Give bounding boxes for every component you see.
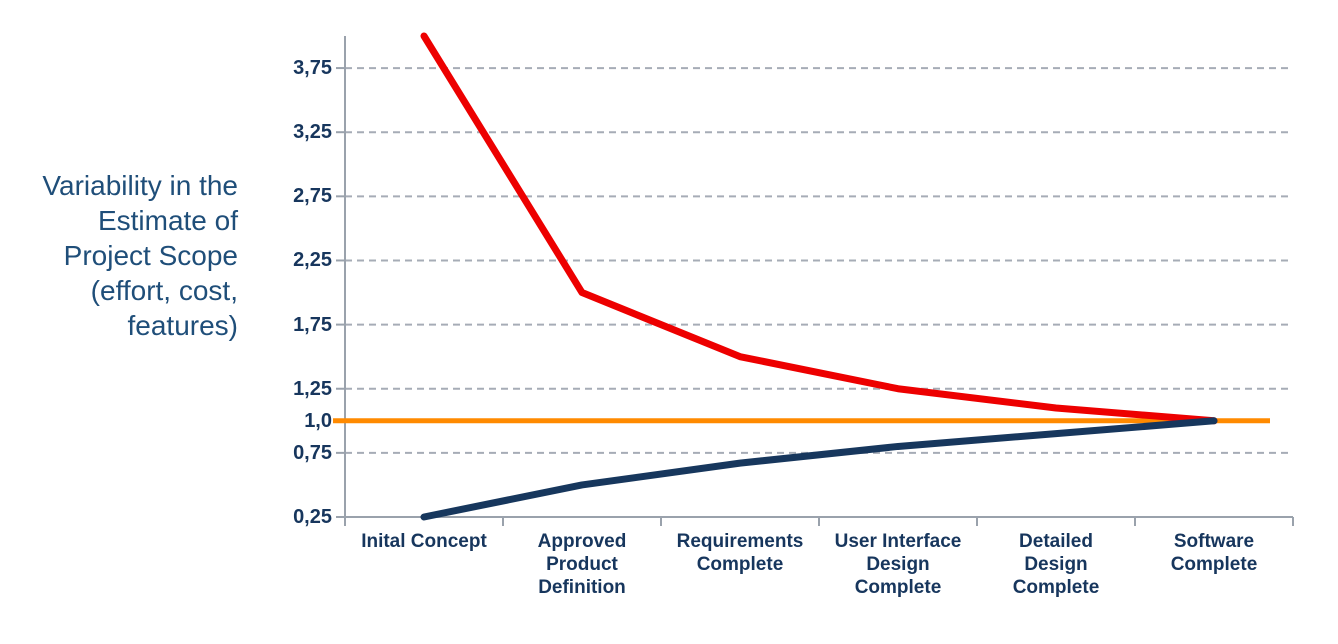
series-lower-estimate-bound [420, 417, 1218, 521]
x-category-label: Approved Product Definition [537, 531, 627, 598]
y-tick-label: 2,25 [293, 249, 332, 272]
y-tick-label: 1,75 [293, 313, 332, 336]
y-tick-label: 3,75 [293, 57, 332, 80]
x-category-label: Detailed Design Complete [1012, 531, 1100, 598]
y-tick-label: 1,25 [293, 377, 332, 400]
y-tick-label: 0,75 [293, 441, 332, 464]
x-category-label: Software Complete [1170, 531, 1258, 575]
x-category-label: User Interface Design Complete [834, 531, 962, 598]
y-tick-label: 2,75 [293, 185, 332, 208]
x-category-label: Requirements Complete [676, 531, 804, 575]
x-category-label: Inital Concept [361, 531, 487, 552]
y-tick-label: 1,0 [304, 409, 332, 432]
y-tick-label: 0,25 [293, 506, 332, 528]
series-upper-estimate-bound [420, 32, 1218, 425]
y-axis-title: Variability in the Estimate of Project S… [42, 170, 238, 341]
y-tick-label: 3,25 [293, 121, 332, 144]
